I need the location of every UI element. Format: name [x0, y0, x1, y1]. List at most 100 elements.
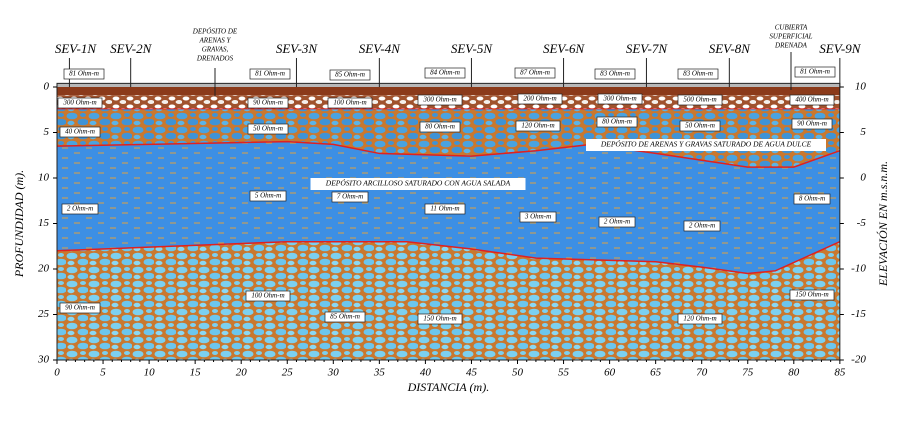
y-tick-label: 5 — [44, 126, 50, 138]
resistivity-box — [793, 193, 831, 205]
resistivity-label: 80 Ohm-m — [425, 123, 455, 131]
x-tick-label: 60 — [604, 367, 616, 379]
resistivity-label: 500 Ohm-m — [683, 96, 716, 104]
annotation: GRAVAS, — [202, 46, 229, 54]
resistivity-box — [677, 313, 723, 325]
resistivity-box — [245, 290, 291, 302]
x-tick-label: 70 — [696, 367, 708, 379]
x-tick-label: 25 — [282, 367, 294, 379]
profile-label: SEV-4N — [359, 41, 401, 56]
resistivity-label: 81 Ohm-m — [255, 70, 285, 78]
x-tick-label: 0 — [54, 367, 60, 379]
resistivity-label: 8 Ohm-m — [799, 195, 825, 203]
y2-tick-label: -10 — [851, 263, 866, 275]
resistivity-box — [59, 302, 101, 314]
x-tick-label: 20 — [236, 367, 248, 379]
x-tick-label: 85 — [834, 367, 846, 379]
x-tick-label: 45 — [466, 367, 478, 379]
overlay: 0 5 10 15 20 25 30 35 40 45 50 55 60 65 70 75 80 85051015… — [12, 24, 890, 394]
resistivity-box — [331, 191, 369, 203]
resistivity-box — [249, 190, 287, 202]
y2-tick-label: -15 — [851, 308, 866, 320]
resistivity-label: 300 Ohm-m — [422, 96, 456, 104]
resistivity-box — [683, 220, 721, 232]
profile-label: SEV-9N — [819, 41, 861, 56]
annotation-box — [586, 139, 826, 151]
resistivity-box — [519, 211, 557, 223]
resistivity-label: 300 Ohm-m — [602, 95, 636, 103]
resistivity-box — [324, 311, 366, 323]
resistivity-label: 84 Ohm-m — [430, 69, 460, 77]
resistivity-box — [249, 68, 291, 80]
resistivity-label: 85 Ohm-m — [335, 71, 365, 79]
profile-label: SEV-5N — [451, 41, 493, 56]
annotation: DEPÓSITO DE ARENAS Y GRAVAS SATURADO DE … — [600, 139, 812, 149]
resistivity-box — [247, 123, 289, 135]
annotation: ARENAS Y — [199, 37, 232, 45]
resistivity-box — [515, 120, 561, 132]
resistivity-box — [677, 94, 723, 106]
resistivity-label: 120 Ohm-m — [683, 315, 716, 323]
annotation: DEPÓSITO ARCILLOSO SATURADO CON AGUA SAL… — [325, 178, 511, 188]
resistivity-label: 3 Ohm-m — [524, 213, 551, 221]
resistivity-box — [59, 126, 101, 138]
resistivity-box — [517, 93, 563, 105]
x-tick-label: 65 — [650, 367, 662, 379]
resistivity-label: 7 Ohm-m — [337, 193, 363, 201]
x-tick-label: 30 — [327, 367, 340, 379]
resistivity-label: 120 Ohm-m — [521, 122, 554, 130]
resistivity-label: 80 Ohm-m — [602, 118, 632, 126]
y-tick-label: 15 — [38, 217, 50, 229]
resistivity-box — [594, 68, 636, 80]
annotation-box — [310, 178, 526, 190]
resistivity-label: 83 Ohm-m — [683, 70, 713, 78]
profile-label: SEV-8N — [709, 41, 751, 56]
y-tick-label: 25 — [38, 308, 50, 320]
y2-tick-label: 5 — [860, 126, 866, 138]
resistivity-label: 90 Ohm-m — [65, 304, 95, 312]
resistivity-label: 2 Ohm-m — [67, 205, 93, 213]
resistivity-box — [57, 97, 103, 109]
resistivity-label: 85 Ohm-m — [330, 313, 360, 321]
resistivity-label: 50 Ohm-m — [685, 122, 715, 130]
resistivity-box — [789, 289, 835, 301]
fresh-gravel — [57, 108, 840, 168]
resistivity-label: 100 Ohm-m — [251, 292, 284, 300]
resistivity-box — [597, 93, 643, 105]
x-tick-label: 75 — [742, 367, 754, 379]
y-tick-label: 30 — [37, 354, 50, 366]
x-tick-label: 80 — [788, 367, 800, 379]
resistivity-label: 87 Ohm-m — [520, 69, 550, 77]
resistivity-label: 400 Ohm-m — [795, 96, 828, 104]
resistivity-label: 90 Ohm-m — [253, 99, 283, 107]
y2-tick-label: -5 — [857, 217, 867, 229]
x-tick-label: 35 — [373, 367, 386, 379]
x-tick-label: 10 — [144, 367, 156, 379]
x-tick-label: 50 — [512, 367, 524, 379]
resistivity-box — [677, 68, 719, 80]
resistivity-label: 50 Ohm-m — [253, 125, 283, 133]
resistivity-box — [417, 94, 463, 106]
annotation: DRENADA — [774, 42, 808, 50]
resistivity-box — [679, 120, 721, 132]
annotation: SUPERFICIAL — [769, 33, 812, 41]
profile-label: SEV-3N — [276, 41, 318, 56]
resistivity-box — [329, 69, 371, 81]
resistivity-label: 40 Ohm-m — [65, 128, 95, 136]
x-axis-title: DISTANCIA (m). — [407, 380, 490, 394]
profile-label: SEV-1N — [55, 41, 97, 56]
resistivity-label: 300 Ohm-m — [62, 99, 96, 107]
y-tick-label: 10 — [38, 172, 50, 184]
resistivity-box — [417, 313, 463, 325]
resistivity-box — [63, 68, 105, 80]
surface-cover — [57, 87, 840, 96]
resistivity-label: 83 Ohm-m — [600, 70, 630, 78]
x-tick-label: 40 — [420, 367, 432, 379]
y2-tick-label: 0 — [860, 172, 866, 184]
resistivity-label: 90 Ohm-m — [797, 120, 827, 128]
resistivity-box — [61, 203, 99, 215]
resistivity-label: 150 Ohm-m — [795, 291, 828, 299]
resistivity-label: 2 Ohm-m — [604, 218, 630, 226]
resistivity-box — [247, 97, 289, 109]
